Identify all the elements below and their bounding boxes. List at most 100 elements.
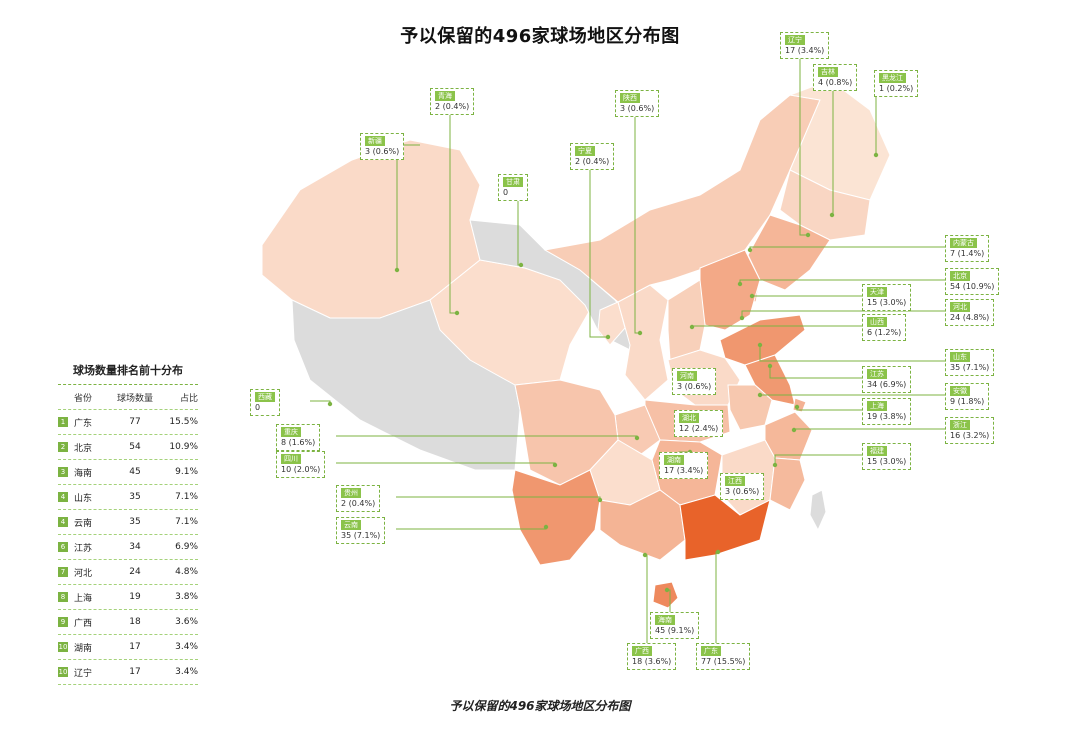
- callout-henan: 河南 3 (0.6%): [672, 368, 717, 395]
- anchor-dot-shandong: [757, 342, 763, 348]
- callout-name: 广东: [701, 646, 721, 656]
- callout-name: 辽宁: [785, 35, 805, 45]
- callout-value: 2 (0.4%): [341, 499, 376, 508]
- page-caption: 予以保留的496家球场地区分布图: [449, 699, 631, 713]
- callout-shandong: 山东 35 (7.1%): [945, 349, 995, 376]
- rank-badge: 9: [58, 617, 68, 627]
- callout-name: 宁夏: [575, 146, 595, 156]
- callout-jilin: 吉林 4 (0.8%): [813, 64, 858, 91]
- ranking-province: 辽宁: [74, 668, 93, 679]
- callout-name: 重庆: [281, 427, 301, 437]
- leader-line-jiangsu: [769, 366, 862, 379]
- callout-sichuan: 四川 10 (2.0%): [276, 451, 326, 478]
- rank-badge: 1: [58, 417, 68, 427]
- callout-shanghai: 上海 19 (3.8%): [862, 398, 912, 425]
- ranking-province: 湖南: [74, 643, 93, 654]
- ranking-row: 4 云南 35 7.1%: [58, 510, 198, 535]
- rank-badge: 4: [58, 492, 68, 502]
- region-jilin: [779, 169, 871, 241]
- ranking-row: 3 海南 45 9.1%: [58, 460, 198, 485]
- ranking-count: 45: [129, 467, 141, 477]
- ranking-count: 35: [129, 492, 141, 502]
- callout-name: 内蒙古: [950, 238, 977, 248]
- callout-guangdong: 广东 77 (15.5%): [696, 643, 751, 670]
- callout-fujian: 福建 15 (3.0%): [862, 443, 912, 470]
- callout-value: 4 (0.8%): [818, 78, 853, 87]
- callout-value: 12 (2.4%): [679, 424, 719, 433]
- anchor-dot-heilongjiang: [873, 152, 879, 158]
- callout-name: 湖南: [664, 455, 684, 465]
- rank-badge: 10: [58, 642, 68, 652]
- leader-line-xizang: [310, 400, 331, 404]
- callout-value: 0: [503, 188, 509, 197]
- header-province: 省份: [74, 393, 93, 404]
- anchor-dot-guangxi: [642, 552, 648, 558]
- anchor-dot-shanxi: [689, 324, 695, 330]
- ranking-share: 3.4%: [175, 642, 198, 652]
- callout-name: 浙江: [950, 420, 970, 430]
- callout-name: 北京: [950, 271, 970, 281]
- anchor-dot-liaoning: [805, 232, 811, 238]
- callout-value: 54 (10.9%): [950, 282, 995, 291]
- callout-guizhou: 贵州 2 (0.4%): [336, 485, 381, 512]
- ranking-count: 34: [129, 542, 141, 552]
- callout-neimenggu: 内蒙古 7 (1.4%): [945, 235, 990, 262]
- callout-name: 贵州: [341, 488, 361, 498]
- callout-yunnan: 云南 35 (7.1%): [336, 517, 386, 544]
- ranking-province: 山东: [74, 493, 93, 504]
- ranking-share: 7.1%: [175, 492, 198, 502]
- anchor-dot-guizhou: [597, 497, 603, 503]
- callout-name: 上海: [867, 401, 887, 411]
- ranking-row: 6 江苏 34 6.9%: [58, 535, 198, 560]
- callout-name: 新疆: [365, 136, 385, 146]
- callout-name: 西藏: [255, 392, 275, 402]
- ranking-row: 8 上海 19 3.8%: [58, 585, 198, 610]
- header-share: 占比: [179, 393, 198, 404]
- ranking-province: 上海: [74, 593, 93, 604]
- callout-value: 17 (3.4%): [785, 46, 825, 55]
- region-hainan: [652, 581, 679, 609]
- ranking-count: 17: [129, 667, 141, 677]
- callout-qinghai: 青海 2 (0.4%): [430, 88, 475, 115]
- anchor-dot-hebei: [739, 315, 745, 321]
- anchor-dot-zhejiang: [791, 427, 797, 433]
- callout-name: 山西: [867, 317, 887, 327]
- callout-value: 77 (15.5%): [701, 657, 746, 666]
- anchor-dot-gansu: [518, 262, 524, 268]
- rank-badge: 3: [58, 467, 68, 477]
- callout-value: 3 (0.6%): [365, 147, 400, 156]
- region-yunnan: [511, 469, 601, 566]
- ranking-province: 广西: [74, 618, 93, 629]
- callout-name: 吉林: [818, 67, 838, 77]
- leader-line-fujian: [774, 454, 862, 465]
- callout-name: 青海: [435, 91, 455, 101]
- anchor-dot-jiangsu: [767, 363, 773, 369]
- anchor-dot-jilin: [829, 212, 835, 218]
- callout-value: 19 (3.8%): [867, 412, 907, 421]
- callout-shanxi: 山西 6 (1.2%): [862, 314, 907, 341]
- callout-value: 9 (1.8%): [950, 397, 985, 406]
- ranking-share: 7.1%: [175, 517, 198, 527]
- region-shandong: [719, 314, 806, 366]
- callout-jiangsu: 江苏 34 (6.9%): [862, 366, 912, 393]
- callout-xizang: 西藏 0: [250, 389, 280, 416]
- ranking-row: 10 辽宁 17 3.4%: [58, 660, 198, 685]
- leader-line-qinghai: [449, 112, 457, 314]
- callout-name: 广西: [632, 646, 652, 656]
- anchor-dot-qinghai: [454, 310, 460, 316]
- callout-value: 7 (1.4%): [950, 249, 985, 258]
- anchor-dot-beijing: [737, 281, 743, 287]
- callout-gansu: 甘肃 0: [498, 174, 528, 201]
- callout-value: 1 (0.2%): [879, 84, 914, 93]
- ranking-province: 海南: [74, 468, 93, 479]
- region-fujian: [769, 457, 806, 511]
- ranking-row: 1 广东 77 15.5%: [58, 410, 198, 435]
- callout-zhejiang: 浙江 16 (3.2%): [945, 417, 995, 444]
- callout-value: 3 (0.6%): [725, 487, 760, 496]
- rank-badge: 2: [58, 442, 68, 452]
- ranking-share: 9.1%: [175, 467, 198, 477]
- ranking-count: 17: [129, 642, 141, 652]
- callout-name: 陕西: [620, 93, 640, 103]
- leader-line-hebei: [741, 310, 945, 318]
